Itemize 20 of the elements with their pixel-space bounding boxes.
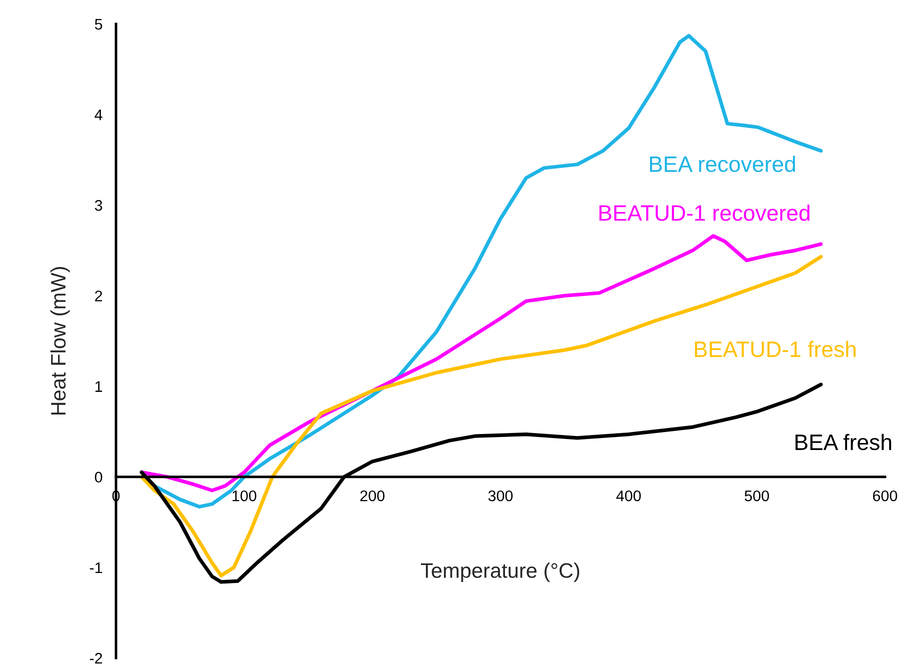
series-label: BEA fresh bbox=[796, 434, 892, 450]
y-tick-label: 1 bbox=[95, 381, 102, 392]
y-axis-title: Heat Flow (mW) bbox=[50, 267, 70, 415]
y-tick-label: 3 bbox=[94, 200, 102, 211]
y-tick-label: 4 bbox=[94, 110, 102, 120]
y-tick-label: 2 bbox=[95, 290, 102, 302]
x-axis-title: Temperature (°C) bbox=[420, 562, 580, 582]
x-tick-label: 100 bbox=[232, 490, 256, 502]
series-label: BEATUD-1 recovered bbox=[599, 204, 810, 221]
series-label: BEA recovered bbox=[650, 156, 795, 172]
y-tick-label: -2 bbox=[90, 652, 102, 664]
x-tick-label: 300 bbox=[488, 490, 513, 502]
y-tick-label: -1 bbox=[90, 562, 102, 573]
x-tick-label: 200 bbox=[360, 490, 384, 502]
y-tick-label: 0 bbox=[94, 472, 102, 483]
x-tick-label: 400 bbox=[616, 490, 641, 502]
series-label: BEATUD-1 fresh bbox=[694, 340, 856, 358]
x-tick-label: 500 bbox=[744, 490, 769, 502]
y-tick-label: 5 bbox=[94, 19, 102, 30]
x-tick-label: 600 bbox=[873, 490, 898, 502]
